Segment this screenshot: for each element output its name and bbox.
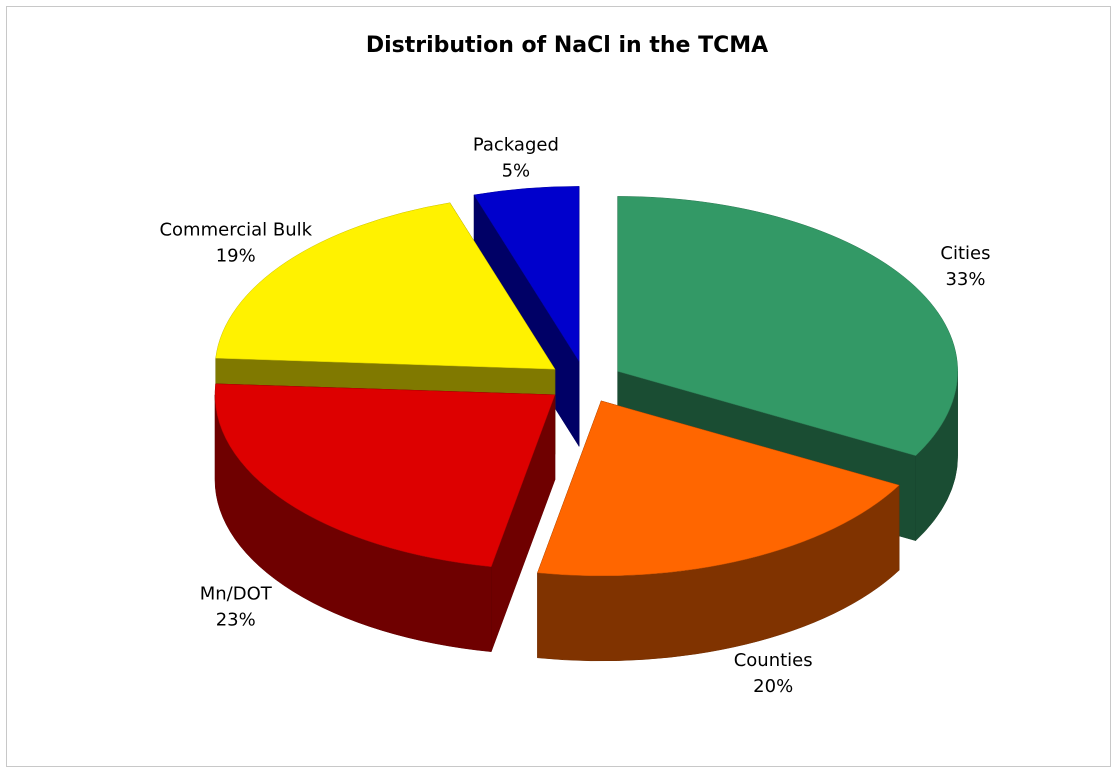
slice <box>215 202 556 370</box>
slice-value-label: 20% <box>753 676 793 697</box>
slice-value-label: 19% <box>216 246 256 267</box>
slice-label: Commercial Bulk <box>159 220 312 241</box>
slice <box>214 383 556 567</box>
slice <box>537 400 900 577</box>
slice <box>473 186 580 363</box>
slice-label: Mn/DOT <box>200 583 273 604</box>
slice-value-label: 5% <box>502 160 531 181</box>
chart-title: Distribution of NaCl in the TCMA <box>366 33 768 58</box>
slice-label: Counties <box>734 650 813 671</box>
slice-value-label: 23% <box>216 609 256 630</box>
slice-label: Packaged <box>473 134 559 155</box>
slice <box>617 196 958 456</box>
slice-value-label: 33% <box>945 269 985 290</box>
slice-label: Cities <box>940 243 990 264</box>
